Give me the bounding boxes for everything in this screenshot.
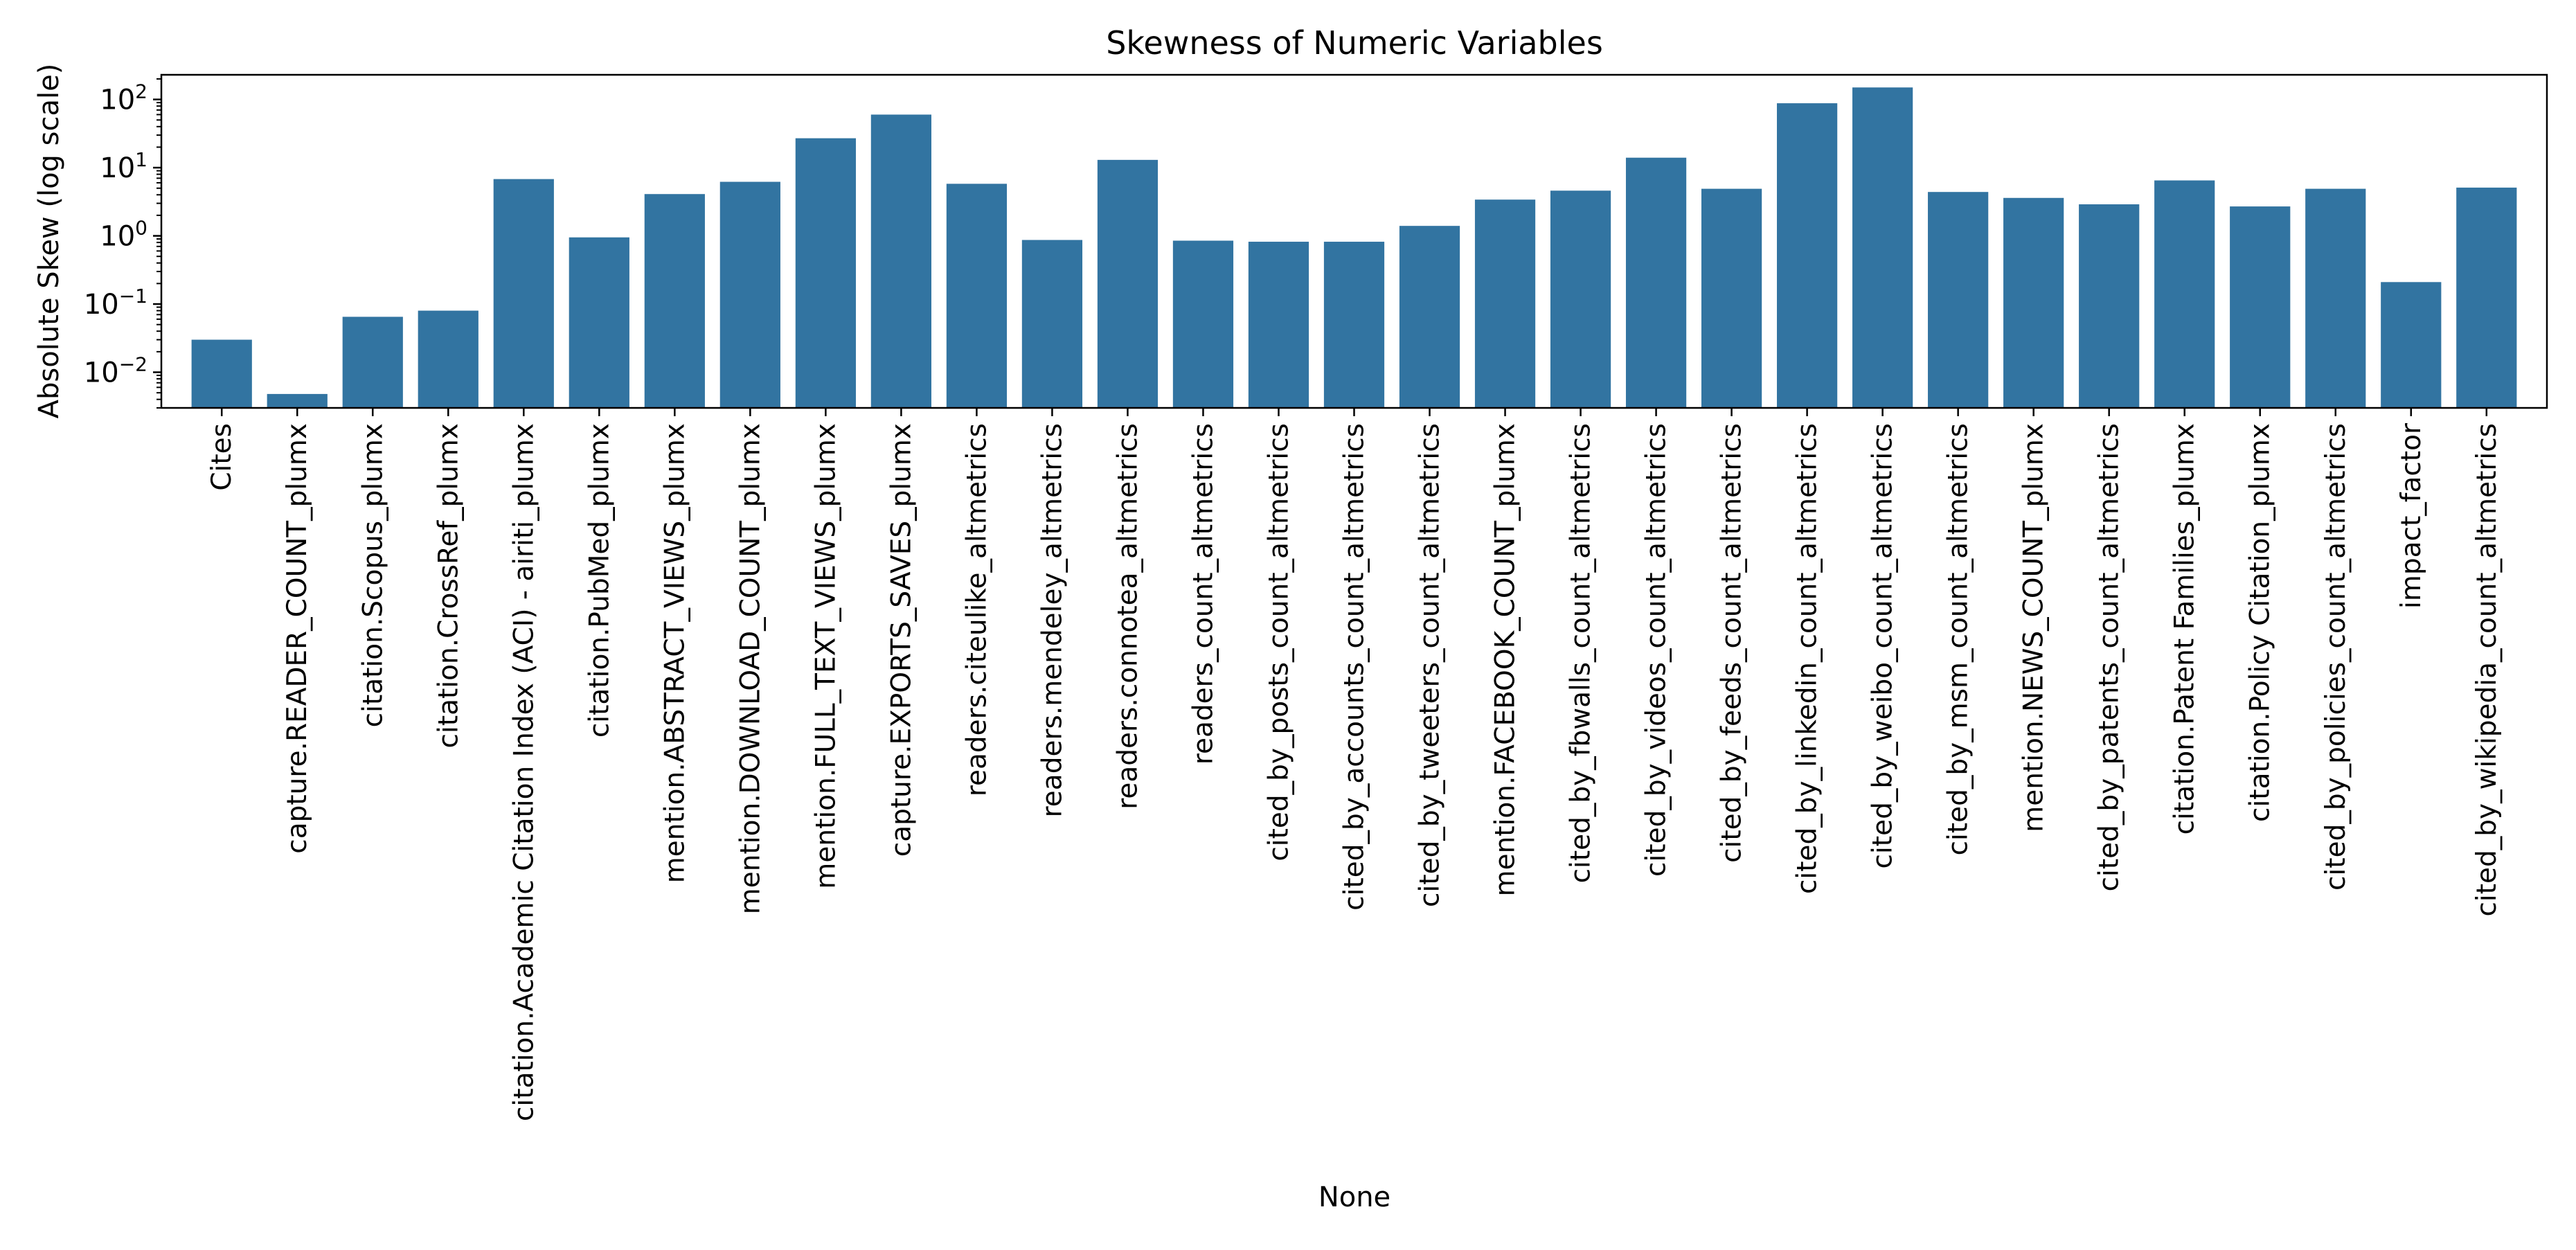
bar-11 bbox=[1021, 240, 1083, 408]
bar-26 bbox=[2154, 180, 2215, 408]
bar-14 bbox=[1248, 242, 1309, 408]
x-tick-label-8: mention.FULL_TEXT_VIEWS_plumx bbox=[810, 423, 841, 889]
x-tick-label-14: cited_by_posts_count_altmetrics bbox=[1263, 423, 1294, 861]
x-tick-label-25: cited_by_patents_count_altmetrics bbox=[2094, 423, 2125, 891]
y-tick-label-0: 10−2 bbox=[84, 353, 147, 389]
x-tick-label-16: cited_by_tweeters_count_altmetrics bbox=[1415, 423, 1446, 907]
x-tick-label-9: capture.EXPORTS_SAVES_plumx bbox=[886, 423, 917, 857]
bar-9 bbox=[870, 114, 931, 408]
bar-19 bbox=[1625, 157, 1687, 408]
bar-30 bbox=[2456, 187, 2517, 408]
bar-29 bbox=[2381, 282, 2442, 408]
x-tick-label-29: impact_factor bbox=[2396, 422, 2427, 609]
x-tick-label-13: readers_count_altmetrics bbox=[1188, 423, 1219, 765]
x-tick-label-2: citation.Scopus_plumx bbox=[357, 423, 388, 727]
x-tick-label-22: cited_by_weibo_count_altmetrics bbox=[1868, 423, 1899, 868]
x-tick-label-26: citation.Patent Families_plumx bbox=[2170, 423, 2201, 834]
x-tick-label-15: cited_by_accounts_count_altmetrics bbox=[1339, 423, 1370, 911]
x-tick-label-30: cited_by_wikipedia_count_altmetrics bbox=[2471, 423, 2503, 917]
bar-23 bbox=[1928, 192, 1989, 408]
x-tick-label-4: citation.Academic Citation Index (ACI) -… bbox=[508, 423, 539, 1121]
bar-28 bbox=[2305, 188, 2366, 408]
bar-16 bbox=[1399, 226, 1460, 408]
bar-27 bbox=[2230, 206, 2291, 408]
plot-frame bbox=[160, 73, 2548, 409]
chart-title: Skewness of Numeric Variables bbox=[1106, 24, 1603, 62]
y-axis-label: Absolute Skew (log scale) bbox=[33, 64, 65, 419]
y-tick-label-2: 100 bbox=[100, 217, 147, 253]
y-tick-label-3: 101 bbox=[100, 148, 147, 184]
bar-22 bbox=[1852, 87, 1913, 408]
bar-13 bbox=[1172, 240, 1234, 408]
y-tick-label-1: 10−1 bbox=[84, 285, 147, 321]
bar-10 bbox=[946, 184, 1008, 408]
bar-1 bbox=[267, 393, 328, 408]
x-tick-label-18: cited_by_fbwalls_count_altmetrics bbox=[1566, 423, 1597, 883]
y-axis: 10−2 10−1 100 101 102 bbox=[84, 78, 161, 409]
bar-2 bbox=[342, 316, 403, 408]
x-tick-label-7: mention.DOWNLOAD_COUNT_plumx bbox=[735, 423, 766, 914]
x-tick-label-10: readers.citeulike_altmetrics bbox=[961, 423, 992, 796]
x-tick-label-6: mention.ABSTRACT_VIEWS_plumx bbox=[659, 423, 690, 883]
bar-5 bbox=[569, 237, 629, 408]
x-tick-label-0: Cites bbox=[206, 423, 238, 491]
x-tick-label-28: cited_by_policies_count_altmetrics bbox=[2320, 423, 2352, 891]
x-tick-label-3: citation.CrossRef_plumx bbox=[433, 423, 464, 748]
bar-12 bbox=[1097, 159, 1159, 408]
bar-25 bbox=[2079, 204, 2140, 408]
y-tick-label-4: 102 bbox=[100, 80, 147, 116]
bar-6 bbox=[644, 194, 705, 408]
x-tick-label-12: readers.connotea_altmetrics bbox=[1112, 423, 1143, 810]
bar-4 bbox=[493, 179, 554, 408]
bar-15 bbox=[1323, 242, 1385, 408]
x-tick-label-21: cited_by_linkedin_count_altmetrics bbox=[1792, 423, 1823, 894]
x-tick-label-17: mention.FACEBOOK_COUNT_plumx bbox=[1490, 423, 1521, 896]
x-axis: Cites capture.READER_COUNT_plumx citation.… bbox=[206, 408, 2503, 1121]
bar-18 bbox=[1550, 190, 1611, 408]
bar-17 bbox=[1474, 199, 1536, 408]
bar-8 bbox=[795, 138, 856, 408]
x-tick-label-1: capture.READER_COUNT_plumx bbox=[282, 423, 313, 854]
bars-layer bbox=[191, 87, 2517, 408]
bar-3 bbox=[418, 310, 478, 408]
x-tick-label-5: citation.PubMed_plumx bbox=[584, 423, 615, 738]
x-tick-label-11: readers.mendeley_altmetrics bbox=[1037, 423, 1068, 817]
x-tick-label-20: cited_by_feeds_count_altmetrics bbox=[1717, 423, 1748, 863]
bar-0 bbox=[191, 339, 252, 408]
x-axis-label: None bbox=[1318, 1181, 1390, 1213]
bar-7 bbox=[719, 181, 780, 408]
bar-21 bbox=[1777, 103, 1838, 408]
x-tick-label-23: cited_by_msm_count_altmetrics bbox=[1943, 423, 1974, 855]
x-tick-label-24: mention.NEWS_COUNT_plumx bbox=[2019, 423, 2050, 832]
x-tick-label-19: cited_by_videos_count_altmetrics bbox=[1641, 423, 1672, 877]
bar-24 bbox=[2003, 197, 2064, 408]
x-tick-label-27: citation.Policy Citation_plumx bbox=[2245, 423, 2276, 822]
bar-20 bbox=[1701, 188, 1762, 408]
